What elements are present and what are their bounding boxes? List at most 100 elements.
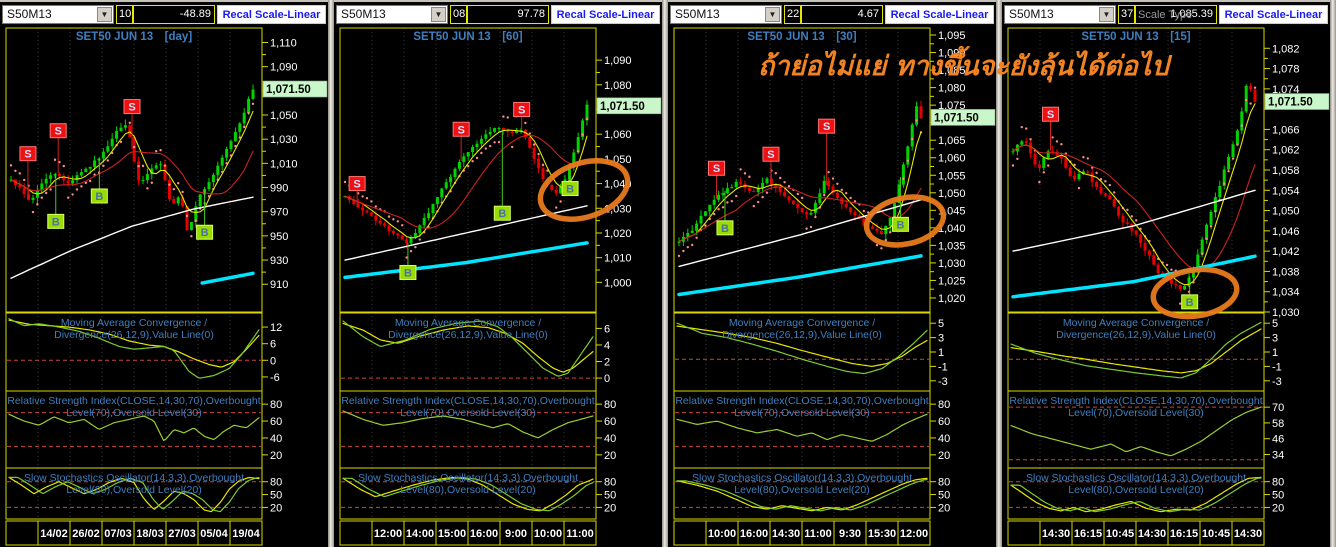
macd-title-line2: Divergence(26,12,9),Value Line(0) — [388, 329, 548, 341]
macd-axis-label: 1 — [1272, 347, 1278, 359]
sell-signal-letter: S — [55, 126, 62, 138]
price-axis-label: 1,025 — [938, 275, 966, 287]
last-price-badge — [262, 80, 328, 98]
price-axis-label: 1,060 — [604, 129, 632, 141]
time-axis-label: 14:30 — [1234, 528, 1262, 540]
price-axis-label: 950 — [270, 231, 288, 243]
price-axis-label: 1,030 — [1272, 307, 1300, 319]
price-axis-label: 1,020 — [938, 293, 966, 305]
time-axis-label: 16:00 — [470, 528, 498, 540]
price-axis-label: 1,066 — [1272, 124, 1300, 136]
rsi-title-line1: Relative Strength Index(CLOSE,14,30,70),… — [675, 395, 928, 407]
price-axis-label: 1,055 — [938, 170, 966, 182]
indicator-value-text: 97.78 — [517, 8, 545, 20]
recal-scale-button[interactable]: Recal Scale-Linear — [551, 5, 660, 24]
indicator-value-text: 4.67 — [857, 8, 879, 20]
candlestick-chart-svg: SBSBSB1,0901,0801,0601,0501,0401,0301,02… — [334, 0, 662, 547]
sell-signal-letter: S — [823, 121, 830, 133]
price-axis-label: 1,040 — [938, 223, 966, 235]
price-axis-label: 1,080 — [604, 80, 632, 92]
macd-axis-label: 5 — [938, 318, 944, 330]
time-axis-label: 27/03 — [168, 528, 196, 540]
indicator-value-display: 97.78 — [467, 5, 549, 24]
macd-axis-label: 12 — [270, 322, 282, 334]
rsi-title-line1: Relative Strength Index(CLOSE,14,30,70),… — [341, 395, 594, 407]
candlestick-chart-svg: S B 1,082 1,078 1,074 1,066 1,062 1,058 1,054 1,0… — [1002, 0, 1330, 547]
panel-toolbar: S50M13 ▼ 37 Scale Type 1,085.39 Recal Scale-L… — [1002, 0, 1330, 26]
price-axis-label: 1,080 — [938, 83, 966, 95]
symbol-select[interactable]: S50M13 ▼ — [336, 5, 448, 24]
chart-title: SET50 JUN 13 [60] — [413, 31, 522, 43]
rsi-title-line1: Relative Strength Index(CLOSE,14,30,70),… — [1009, 395, 1262, 407]
price-axis-label: 1,035 — [938, 240, 966, 252]
price-axis-label: 1,090 — [938, 48, 966, 60]
price-axis-label: 1,050 — [1272, 206, 1300, 218]
macd-axis-label: -1 — [1272, 361, 1282, 373]
period-param-input[interactable]: 10 — [116, 5, 133, 24]
price-axis-label: 1,078 — [1272, 64, 1300, 76]
indicator-value-display: -48.89 — [133, 5, 215, 24]
symbol-select[interactable]: S50M13 ▼ — [670, 5, 782, 24]
price-axis-label: 1,110 — [270, 38, 297, 50]
chart-title: SET50 JUN 13 [day] — [76, 31, 192, 43]
buy-signal-marker — [493, 205, 511, 221]
rsi-axis-label: 20 — [938, 450, 950, 462]
buy-signal-marker — [891, 216, 909, 232]
buy-signal-marker — [1181, 294, 1199, 310]
chart-panel-30: S B S S B 1,095 1,090 1,085 1,080 1,075 1,065 1,060… — [668, 0, 996, 547]
buy-signal-letter: B — [566, 184, 574, 196]
buy-signal-letter: B — [404, 267, 412, 279]
macd-axis-label: 1 — [938, 347, 944, 359]
macd-axis-label: -3 — [1272, 376, 1282, 388]
symbol-select[interactable]: S50M13 ▼ — [2, 5, 114, 24]
rsi-axis-label: 70 — [1272, 402, 1284, 414]
sell-signal-marker — [19, 146, 37, 162]
chart-panel-15: S B 1,082 1,078 1,074 1,066 1,062 1,058 1,054 1,0… — [1002, 0, 1330, 547]
sell-signal-marker — [123, 99, 141, 115]
macd-axis-label: 5 — [1272, 318, 1278, 330]
rsi-axis-label: 40 — [938, 433, 950, 445]
price-axis-label: 1,058 — [1272, 165, 1300, 177]
macd-axis-label: -3 — [938, 376, 948, 388]
chevron-down-icon[interactable]: ▼ — [1099, 7, 1114, 22]
buy-signal-letter: B — [498, 208, 506, 220]
time-axis-label: 15:00 — [438, 528, 466, 540]
chevron-down-icon[interactable]: ▼ — [97, 7, 112, 22]
time-axis-label: 16:15 — [1170, 528, 1198, 540]
candlestick-chart-svg: SBSSB1,0951,0901,0851,0801,0751,0651,060… — [668, 0, 996, 547]
rsi-axis-label: 60 — [938, 416, 950, 428]
sell-signal-letter: S — [457, 124, 464, 136]
rsi-title-line2: Level(70),Oversold Level(30) — [1068, 407, 1203, 419]
chevron-down-icon[interactable]: ▼ — [765, 7, 780, 22]
symbol-select[interactable]: S50M13 ▼ — [1004, 5, 1116, 24]
price-axis-label: 990 — [270, 183, 288, 195]
symbol-select-value: S50M13 — [1009, 7, 1054, 21]
price-axis-label: 1,062 — [1272, 145, 1300, 157]
recal-scale-button[interactable]: Recal Scale-Linear — [1219, 5, 1328, 24]
chart-title: SET50 JUN 13 [15] — [1081, 31, 1190, 43]
period-param-input[interactable]: 08 — [450, 5, 467, 24]
rsi-axis-label: 60 — [604, 416, 616, 428]
recal-scale-button[interactable]: Recal Scale-Linear — [885, 5, 994, 24]
macd-axis-label: 6 — [270, 339, 276, 351]
buy-signal-marker — [90, 188, 108, 204]
time-axis-label: 10:45 — [1106, 528, 1134, 540]
price-axis-label: 1,050 — [270, 110, 298, 122]
panel-separator — [662, 0, 668, 547]
period-param-input[interactable]: 22 — [784, 5, 801, 24]
rsi-axis-label: 60 — [270, 416, 282, 428]
buy-signal-letter: B — [1186, 297, 1194, 309]
recal-scale-button[interactable]: Recal Scale-Linear — [217, 5, 326, 24]
macd-title-line2: Divergence(26,12,9),Value Line(0) — [54, 329, 214, 341]
price-axis-label: 1,090 — [604, 55, 632, 67]
panel-separator — [996, 0, 1002, 547]
buy-signal-letter: B — [201, 227, 209, 239]
stoch-title-line2: Level(80),Oversold Level(20) — [1068, 484, 1203, 496]
price-axis-label: 1,090 — [270, 62, 298, 74]
rsi-title-line2: Level(70),Oversold Level(30) — [400, 407, 535, 419]
period-param-input[interactable]: 37 — [1118, 5, 1135, 24]
macd-title-line1: Moving Average Convergence / — [395, 317, 541, 329]
time-axis-label: 11:00 — [566, 528, 594, 540]
chevron-down-icon[interactable]: ▼ — [431, 7, 446, 22]
macd-axis-label: 2 — [604, 357, 610, 369]
